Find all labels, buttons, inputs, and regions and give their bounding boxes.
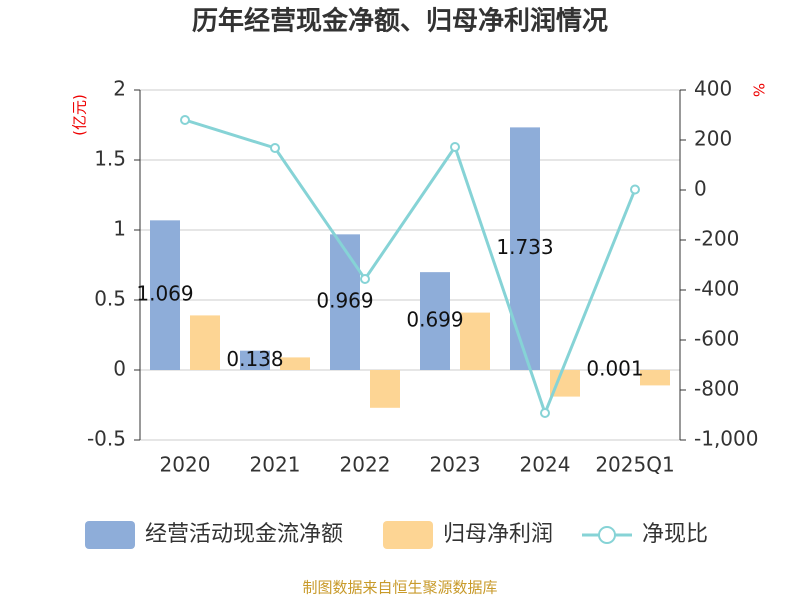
x-tick-label: 2023 [430,453,481,477]
bar [640,370,670,386]
y-tick-label: 0.5 [94,287,126,311]
y-tick-label: 1 [113,217,126,241]
source: 制图数据来自恒生聚源数据库 [302,579,497,597]
legend-label: 归母净利润 [443,522,553,547]
y-tick-label: -0.5 [87,427,126,451]
bar [240,350,270,370]
y2-tick-label: 0 [694,177,707,201]
y2-tick-label: 400 [694,77,732,101]
x-tick-label: 2025Q1 [595,453,674,477]
x-tick-label: 2022 [340,453,391,477]
y2-tick-label: -800 [694,377,739,401]
bar [280,357,310,370]
value-label: 1.069 [136,282,193,306]
y2-tick-label: -1,000 [694,427,758,451]
y2-tick-label: -400 [694,277,739,301]
line-point [630,184,640,195]
value-label: 0.969 [316,289,373,313]
y-tick-label: 0 [113,357,126,381]
bar [190,315,220,370]
line-point [180,115,190,125]
line-point [360,274,370,284]
line-point [270,143,280,153]
value-label: 1.733 [496,235,553,259]
legend-swatch [598,526,616,544]
bar [420,272,450,370]
chart-title: 历年经营现金净额、归母净利润情况 [192,6,608,37]
y-tick-label: 2 [113,77,126,101]
y2-tick-label: 200 [694,127,732,151]
value-label: 0.138 [226,347,283,371]
y2-tick-label: -600 [694,327,739,351]
line [184,118,637,418]
legend-label: 净现比 [642,522,708,547]
legend-label: 经营活动现金流净额 [145,522,343,547]
value-label: 0.001 [586,356,643,380]
bar [370,370,400,408]
y2-tick-label: -200 [694,227,739,251]
x-tick-label: 2021 [250,453,301,477]
x-tick-label: 2024 [520,453,571,477]
line-point [450,142,460,152]
y-tick-label: 1.5 [94,147,126,171]
y2-unit: % [750,83,768,97]
bar [460,312,490,370]
bar [510,127,540,370]
value-label: 0.699 [406,308,463,332]
bar [150,220,180,370]
bar [330,234,360,370]
x-tick-label: 2020 [160,453,211,477]
line-point [540,408,550,418]
y-unit: (亿元) [71,94,89,136]
legend-swatch [85,521,135,549]
legend-swatch [383,521,433,549]
